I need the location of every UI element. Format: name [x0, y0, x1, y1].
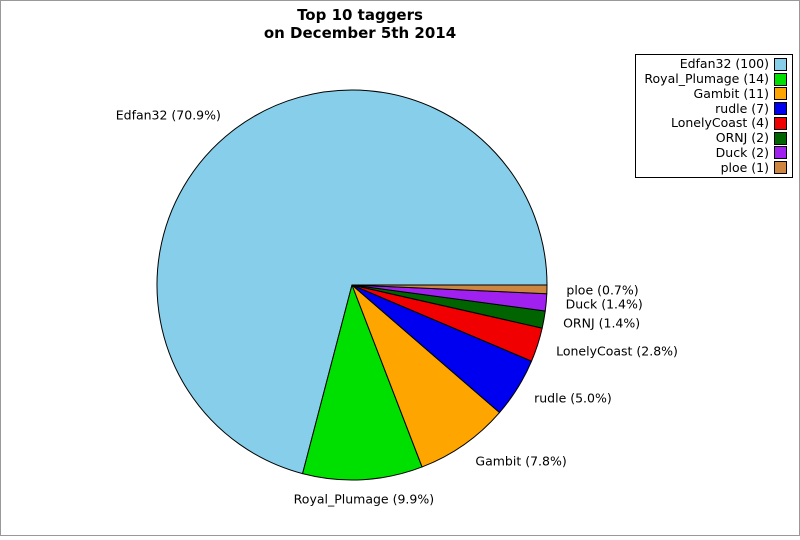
legend-item-Royal_Plumage: Royal_Plumage (14): [636, 72, 792, 87]
slice-label-rudle: rudle (5.0%): [534, 390, 612, 406]
legend-label-Royal_Plumage: Royal_Plumage (14): [644, 71, 769, 87]
legend-item-rudle: rudle (7): [636, 101, 792, 116]
slice-label-ploe: ploe (0.7%): [566, 282, 639, 298]
slice-label-Edfan32: Edfan32 (70.9%): [115, 107, 221, 123]
legend-item-ORNJ: ORNJ (2): [636, 131, 792, 146]
pie-slice-Royal_Plumage: [302, 284, 423, 481]
legend-swatch-ploe: [774, 161, 787, 175]
legend-item-ploe: ploe (1): [636, 160, 792, 175]
legend-label-LonelyCoast: LonelyCoast (4): [670, 115, 769, 131]
chart-title-line1: Top 10 taggers: [297, 6, 423, 24]
chart-title-line2: on December 5th 2014: [263, 24, 457, 42]
legend-label-ploe: ploe (1): [720, 159, 769, 175]
legend-swatch-ORNJ: [774, 131, 787, 145]
pie-slice-ploe: [351, 284, 548, 295]
pie-slice-Edfan32: [156, 89, 548, 475]
chart-title: Top 10 taggers on December 5th 2014: [1, 6, 719, 42]
legend-label-Edfan32: Edfan32 (100): [679, 56, 769, 72]
legend-label-rudle: rudle (7): [715, 100, 769, 116]
pie-slice-Gambit: [351, 284, 500, 468]
legend-swatch-LonelyCoast: [774, 116, 787, 130]
legend-swatch-Gambit: [774, 87, 787, 101]
legend-item-Gambit: Gambit (11): [636, 85, 792, 102]
legend-swatch-Edfan32: [774, 57, 787, 71]
slice-label-ORNJ: ORNJ (1.4%): [563, 315, 641, 331]
legend-label-Gambit: Gambit (11): [693, 85, 769, 101]
legend-swatch-rudle: [774, 102, 787, 116]
legend-item-Duck: Duck (2): [636, 144, 792, 161]
slice-label-Gambit: Gambit (7.8%): [475, 453, 567, 468]
slice-label-Duck: Duck (1.4%): [565, 296, 643, 312]
slice-label-Royal_Plumage: Royal_Plumage (9.9%): [293, 491, 435, 507]
legend-swatch-Duck: [774, 146, 787, 160]
legend-label-Duck: Duck (2): [715, 144, 769, 160]
legend-item-LonelyCoast: LonelyCoast (4): [636, 116, 792, 131]
legend-item-Edfan32: Edfan32 (100): [636, 57, 792, 72]
slice-label-LonelyCoast: LonelyCoast (2.8%): [556, 343, 678, 359]
legend: Edfan32 (100) Royal_Plumage (14) Gambit (1…: [635, 54, 793, 178]
legend-label-ORNJ: ORNJ (2): [715, 130, 769, 146]
legend-swatch-Royal_Plumage: [774, 72, 787, 86]
